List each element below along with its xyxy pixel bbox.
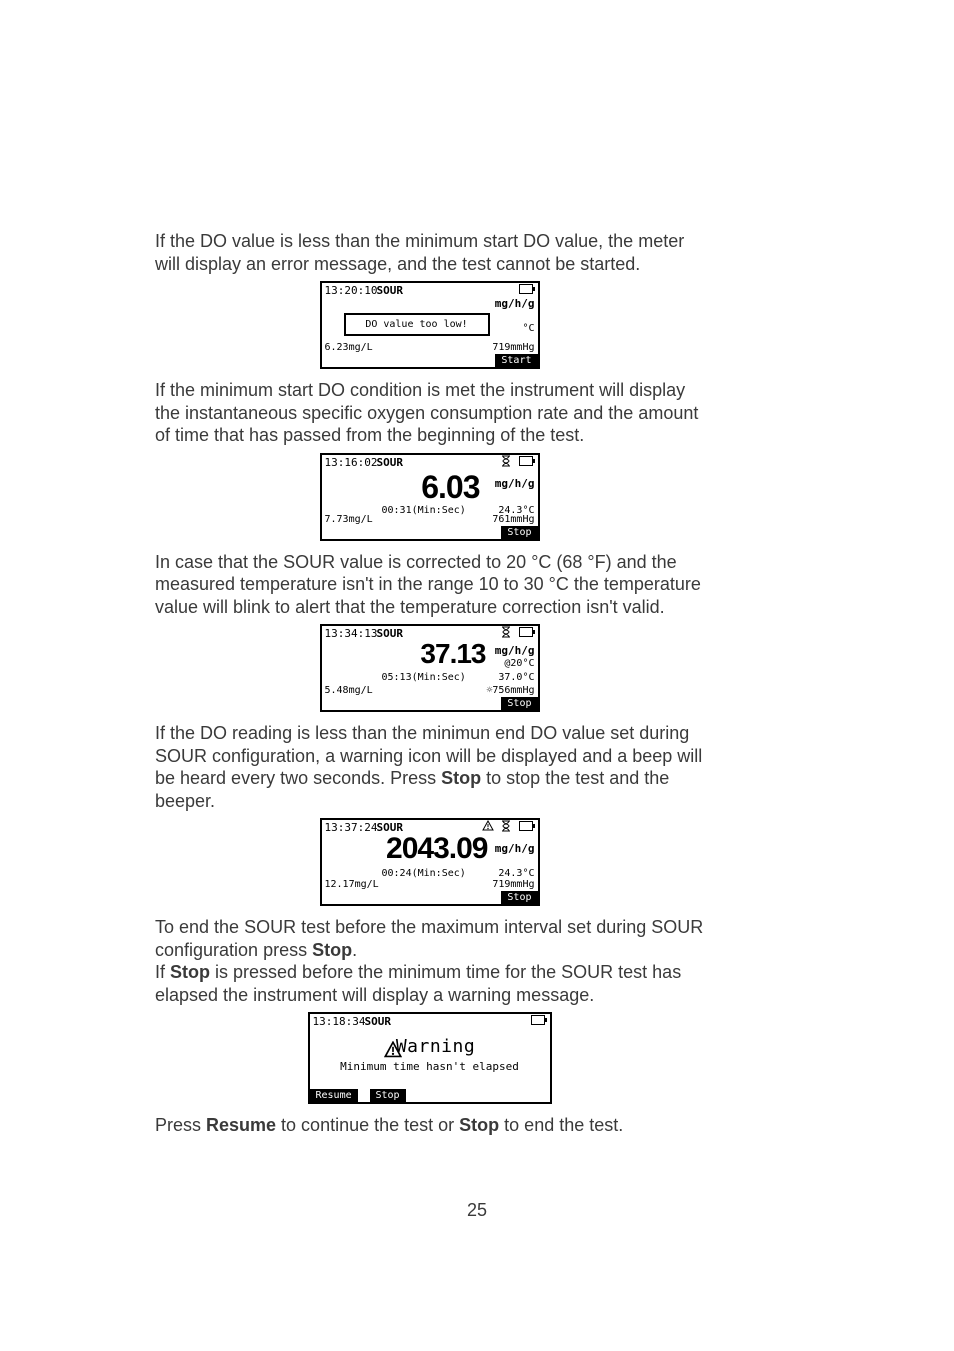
para-7c: to end the test. — [499, 1115, 623, 1135]
lcd4-stop-button[interactable]: Stop — [501, 891, 537, 904]
para-2: If the minimum start DO condition is met… — [155, 379, 704, 447]
para-6b: is pressed before the minimum time for t… — [155, 962, 681, 1005]
para-7: Press Resume to continue the test or Sto… — [155, 1114, 704, 1137]
para-5a: To end the SOUR test before the maximum … — [155, 917, 703, 960]
battery-icon — [519, 626, 535, 636]
lcd3-br-text: 756mmHg — [492, 685, 534, 696]
lcd2-bl: 7.73mg/L — [325, 514, 373, 525]
lcd2-title: SOUR — [377, 456, 404, 469]
para-6-stop: Stop — [170, 962, 210, 982]
para-7a: Press — [155, 1115, 206, 1135]
lcd4-wrap: 13:37:24 SOUR 2043.09 mg/h/g 00:24(Min:S… — [155, 818, 704, 906]
lcd3: 13:34:13 SOUR 37.13 mg/h/g @20°C 05:13(M… — [320, 624, 540, 712]
lcd4-value: 2043.09 — [386, 834, 487, 864]
para-1: If the DO value is less than the minimum… — [155, 230, 704, 275]
lcd2-unit: mg/h/g — [495, 477, 535, 490]
para-4-stop: Stop — [441, 768, 481, 788]
lcd5-stop-button[interactable]: Stop — [370, 1089, 406, 1102]
para-5: To end the SOUR test before the maximum … — [155, 916, 704, 961]
lcd2: 13:16:02 SOUR 6.03 mg/h/g 00:31(Min:Sec)… — [320, 453, 540, 541]
lcd2-value: 6.03 — [421, 471, 479, 503]
lcd1-start-button[interactable]: Start — [495, 354, 537, 367]
para-5b: . — [352, 940, 357, 960]
lcd1-unit: mg/h/g — [495, 297, 535, 310]
lcd2-sub: 00:31(Min:Sec) — [382, 505, 466, 516]
lcd3-at: @20°C — [504, 658, 534, 669]
lcd3-temp: 37.0°C — [498, 672, 534, 683]
hourglass-icon — [501, 820, 511, 832]
lcd3-wrap: 13:34:13 SOUR 37.13 mg/h/g @20°C 05:13(M… — [155, 624, 704, 712]
lcd5-title: SOUR — [365, 1015, 392, 1028]
lcd2-br: 761mmHg — [492, 514, 534, 525]
lcd1-bl: 6.23mg/L — [325, 342, 373, 353]
lcd4-time: 13:37:24 — [325, 821, 378, 834]
lcd4: 13:37:24 SOUR 2043.09 mg/h/g 00:24(Min:S… — [320, 818, 540, 906]
lcd1-time: 13:20:10 — [325, 284, 378, 297]
para-5-stop: Stop — [312, 940, 352, 960]
para-6: If Stop is pressed before the minimum ti… — [155, 961, 704, 1006]
warning-icon — [482, 820, 494, 832]
lcd5-wrap: 13:18:34 SOUR Warning Minimum time hasn'… — [155, 1012, 704, 1104]
para-7-stop: Stop — [459, 1115, 499, 1135]
lcd3-sub: 05:13(Min:Sec) — [382, 672, 466, 683]
para-4: If the DO reading is less than the minim… — [155, 722, 704, 812]
lcd1-title: SOUR — [377, 284, 404, 297]
hourglass-icon — [501, 455, 511, 467]
battery-icon — [531, 1014, 547, 1024]
lcd1-msgbox: DO value too low! — [344, 313, 490, 336]
lcd3-br: ☼756mmHg — [486, 685, 534, 696]
page-number: 25 — [0, 1200, 954, 1221]
lcd3-time: 13:34:13 — [325, 627, 378, 640]
para-7b: to continue the test or — [276, 1115, 459, 1135]
warning-icon — [384, 1041, 396, 1053]
lcd4-unit: mg/h/g — [495, 842, 535, 855]
para-7-resume: Resume — [206, 1115, 276, 1135]
lcd2-wrap: 13:16:02 SOUR 6.03 mg/h/g 00:31(Min:Sec)… — [155, 453, 704, 541]
lcd5: 13:18:34 SOUR Warning Minimum time hasn'… — [308, 1012, 552, 1104]
lcd5-warning: Warning — [310, 1036, 550, 1057]
para-6a: If — [155, 962, 170, 982]
hourglass-icon — [501, 626, 511, 638]
lcd1: 13:20:10 SOUR mg/h/g DO value too low! °… — [320, 281, 540, 369]
lcd5-sub: Minimum time hasn't elapsed — [310, 1060, 550, 1073]
lcd5-time: 13:18:34 — [313, 1015, 366, 1028]
lcd4-bl: 12.17mg/L — [325, 879, 379, 890]
lcd3-stop-button[interactable]: Stop — [501, 697, 537, 710]
lcd4-sub: 00:24(Min:Sec) — [382, 868, 466, 879]
lcd1-temp-frag: °C — [522, 323, 534, 334]
lcd2-stop-button[interactable]: Stop — [501, 526, 537, 539]
lcd3-unit: mg/h/g — [495, 644, 535, 657]
lcd2-time: 13:16:02 — [325, 456, 378, 469]
lcd1-br: 719mmHg — [492, 342, 534, 353]
battery-icon — [519, 283, 535, 293]
lcd4-temp: 24.3°C — [498, 868, 534, 879]
battery-icon — [519, 820, 535, 830]
lcd1-wrap: 13:20:10 SOUR mg/h/g DO value too low! °… — [155, 281, 704, 369]
lcd3-value: 37.13 — [420, 640, 485, 668]
lcd5-warn-text: Warning — [396, 1036, 475, 1057]
battery-icon — [519, 455, 535, 465]
para-3: In case that the SOUR value is corrected… — [155, 551, 704, 619]
lcd3-title: SOUR — [377, 627, 404, 640]
lcd4-br: 719mmHg — [492, 879, 534, 890]
lcd5-resume-button[interactable]: Resume — [310, 1089, 358, 1102]
lcd3-bl: 5.48mg/L — [325, 685, 373, 696]
